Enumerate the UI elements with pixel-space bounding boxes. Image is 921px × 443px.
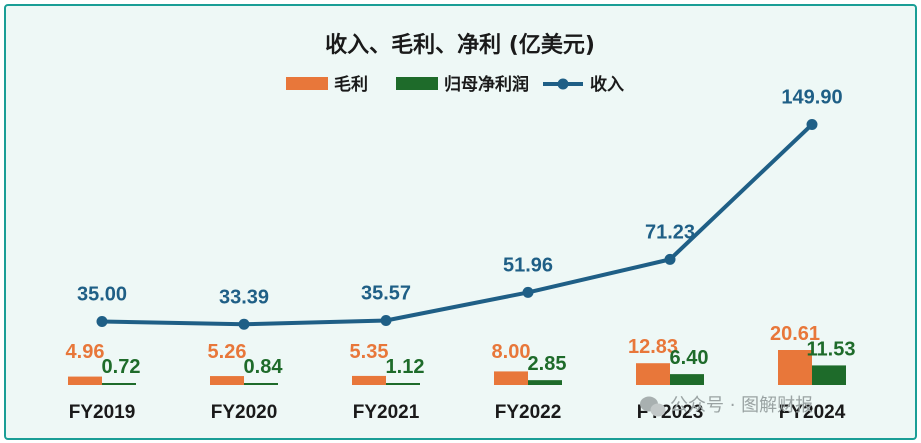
revenue-point-fy2023 xyxy=(664,253,676,265)
bar-gross-profit-fy2023 xyxy=(636,363,670,385)
legend-label-net-profit: 归母净利润 xyxy=(444,74,529,95)
bar-layer xyxy=(68,350,846,385)
revenue-point-fy2021 xyxy=(380,315,392,327)
bar-net-profit-fy2024 xyxy=(812,365,846,385)
bar-gross-profit-fy2021 xyxy=(352,375,386,385)
bar-net-profit-fy2022 xyxy=(528,380,562,385)
bar-gross-profit-fy2020 xyxy=(210,376,244,385)
revenue-point-fy2022 xyxy=(522,286,534,298)
bar-net-profit-fy2019 xyxy=(102,383,136,385)
revenue-point-fy2019 xyxy=(96,315,108,327)
label-gross-profit-fy2024: 20.61 xyxy=(770,323,820,345)
label-revenue-fy2022: 51.96 xyxy=(503,254,553,276)
label-net-profit-fy2021: 1.12 xyxy=(386,356,425,378)
legend-label-revenue: 收入 xyxy=(590,74,624,95)
bar-net-profit-fy2023 xyxy=(670,374,704,385)
legend: 毛利 归母净利润 收入 xyxy=(286,74,624,95)
wechat-icon xyxy=(640,396,666,417)
revenue-point-fy2020 xyxy=(238,318,250,330)
bar-gross-profit-fy2024 xyxy=(778,350,812,385)
label-net-profit-fy2020: 0.84 xyxy=(244,356,284,378)
bar-gross-profit-fy2022 xyxy=(494,371,528,385)
bar-net-profit-fy2020 xyxy=(244,383,278,385)
chart-frame xyxy=(4,4,917,440)
label-gross-profit-fy2019: 4.96 xyxy=(66,341,105,363)
legend-swatch-gross-profit xyxy=(286,77,328,90)
label-net-profit-fy2023: 6.40 xyxy=(670,347,709,369)
tick-fy2020: FY2020 xyxy=(211,402,278,423)
bar-gross-profit-fy2019 xyxy=(68,376,102,385)
revenue-line xyxy=(101,123,814,327)
label-revenue-fy2024: 149.90 xyxy=(781,87,842,109)
legend-marker-revenue xyxy=(557,78,569,90)
tick-fy2021: FY2021 xyxy=(353,402,420,423)
legend-label-gross-profit: 毛利 xyxy=(334,74,368,95)
tick-fy2022: FY2022 xyxy=(495,402,562,423)
watermark: 公众号 · 图解财报 xyxy=(640,395,813,417)
label-net-profit-fy2019: 0.72 xyxy=(102,356,141,378)
watermark-text: 公众号 · 图解财报 xyxy=(670,395,813,416)
label-revenue-fy2019: 35.00 xyxy=(77,283,127,305)
line-layer xyxy=(96,119,818,330)
label-net-profit-fy2022: 2.85 xyxy=(528,353,567,375)
label-gross-profit-fy2023: 12.83 xyxy=(628,336,678,358)
label-gross-profit-fy2021: 5.35 xyxy=(350,341,389,363)
tick-fy2024: FY2024 xyxy=(779,402,846,423)
label-revenue-fy2021: 35.57 xyxy=(361,283,411,305)
x-axis-ticks: FY2019 FY2020 FY2021 FY2022 FY2023 FY2024 xyxy=(69,402,846,423)
bar-net-profit-fy2021 xyxy=(386,383,420,385)
label-gross-profit-fy2020: 5.26 xyxy=(208,341,247,363)
revenue-point-fy2024 xyxy=(806,119,818,130)
chart-title: 收入、毛利、净利 (亿美元) xyxy=(325,32,595,58)
tick-fy2019: FY2019 xyxy=(69,402,136,423)
label-revenue-fy2023: 71.23 xyxy=(645,221,695,243)
label-revenue-fy2020: 33.39 xyxy=(219,286,269,308)
legend-swatch-net-profit xyxy=(396,77,438,90)
data-label-layer: 35.00 4.960.72 33.39 5.260.84 35.57 5.351.12 5… xyxy=(66,87,856,379)
label-gross-profit-fy2022: 8.00 xyxy=(492,341,531,363)
label-net-profit-fy2024: 11.53 xyxy=(807,338,856,360)
